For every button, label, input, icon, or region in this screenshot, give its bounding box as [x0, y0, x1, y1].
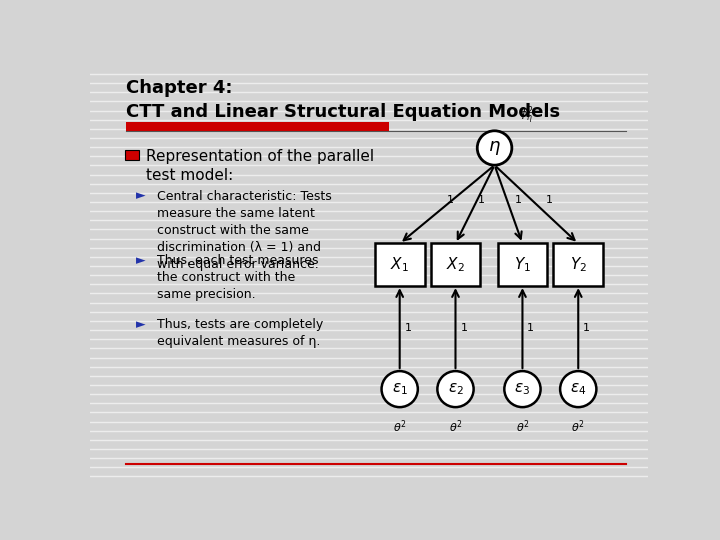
Text: $X_2$: $X_2$ [446, 255, 465, 274]
Text: 1: 1 [405, 323, 412, 333]
Ellipse shape [504, 371, 541, 407]
Text: Thus, tests are completely
equivalent measures of η.: Thus, tests are completely equivalent me… [157, 319, 323, 348]
Text: $\theta^2$: $\theta^2$ [393, 419, 407, 435]
Ellipse shape [382, 371, 418, 407]
Text: 1: 1 [583, 323, 590, 333]
FancyBboxPatch shape [431, 243, 480, 286]
Text: $Y_2$: $Y_2$ [570, 255, 587, 274]
Ellipse shape [477, 131, 512, 165]
Text: $\varepsilon_2$: $\varepsilon_2$ [448, 381, 464, 397]
Bar [125, 150, 138, 160]
Text: $\theta^2$: $\theta^2$ [572, 419, 585, 435]
Text: $\eta$: $\eta$ [488, 139, 501, 157]
Text: Chapter 4:: Chapter 4: [126, 79, 233, 97]
FancyBboxPatch shape [554, 243, 603, 286]
Text: $\varepsilon_1$: $\varepsilon_1$ [392, 381, 408, 397]
Text: 1: 1 [527, 323, 534, 333]
Text: $\varepsilon_3$: $\varepsilon_3$ [514, 381, 531, 397]
FancyBboxPatch shape [498, 243, 547, 286]
Text: $\varepsilon_4$: $\varepsilon_4$ [570, 381, 586, 397]
Text: 1: 1 [447, 195, 454, 205]
Ellipse shape [560, 371, 596, 407]
Text: 1: 1 [515, 195, 522, 205]
Text: $X_1$: $X_1$ [390, 255, 409, 274]
Text: ►: ► [136, 254, 145, 267]
Text: ►: ► [136, 190, 145, 202]
Text: test model:: test model: [145, 168, 233, 183]
Text: ►: ► [136, 319, 145, 332]
Text: $\phi_{\eta}^2$: $\phi_{\eta}^2$ [519, 104, 534, 127]
Text: $Y_1$: $Y_1$ [514, 255, 531, 274]
Text: CTT and Linear Structural Equation Models: CTT and Linear Structural Equation Model… [126, 103, 560, 121]
FancyBboxPatch shape [375, 243, 425, 286]
Text: 1: 1 [460, 323, 467, 333]
Ellipse shape [437, 371, 474, 407]
Text: 1: 1 [478, 195, 485, 205]
Text: 1: 1 [546, 195, 552, 205]
Text: $\theta^2$: $\theta^2$ [516, 419, 529, 435]
Text: Representation of the parallel: Representation of the parallel [145, 149, 374, 164]
Text: $\theta^2$: $\theta^2$ [449, 419, 462, 435]
Bar [126, 122, 389, 131]
Text: Thus, each test measures
the construct with the
same precision.: Thus, each test measures the construct w… [157, 254, 318, 301]
Text: Central characteristic: Tests
measure the same latent
construct with the same
di: Central characteristic: Tests measure th… [157, 190, 332, 271]
